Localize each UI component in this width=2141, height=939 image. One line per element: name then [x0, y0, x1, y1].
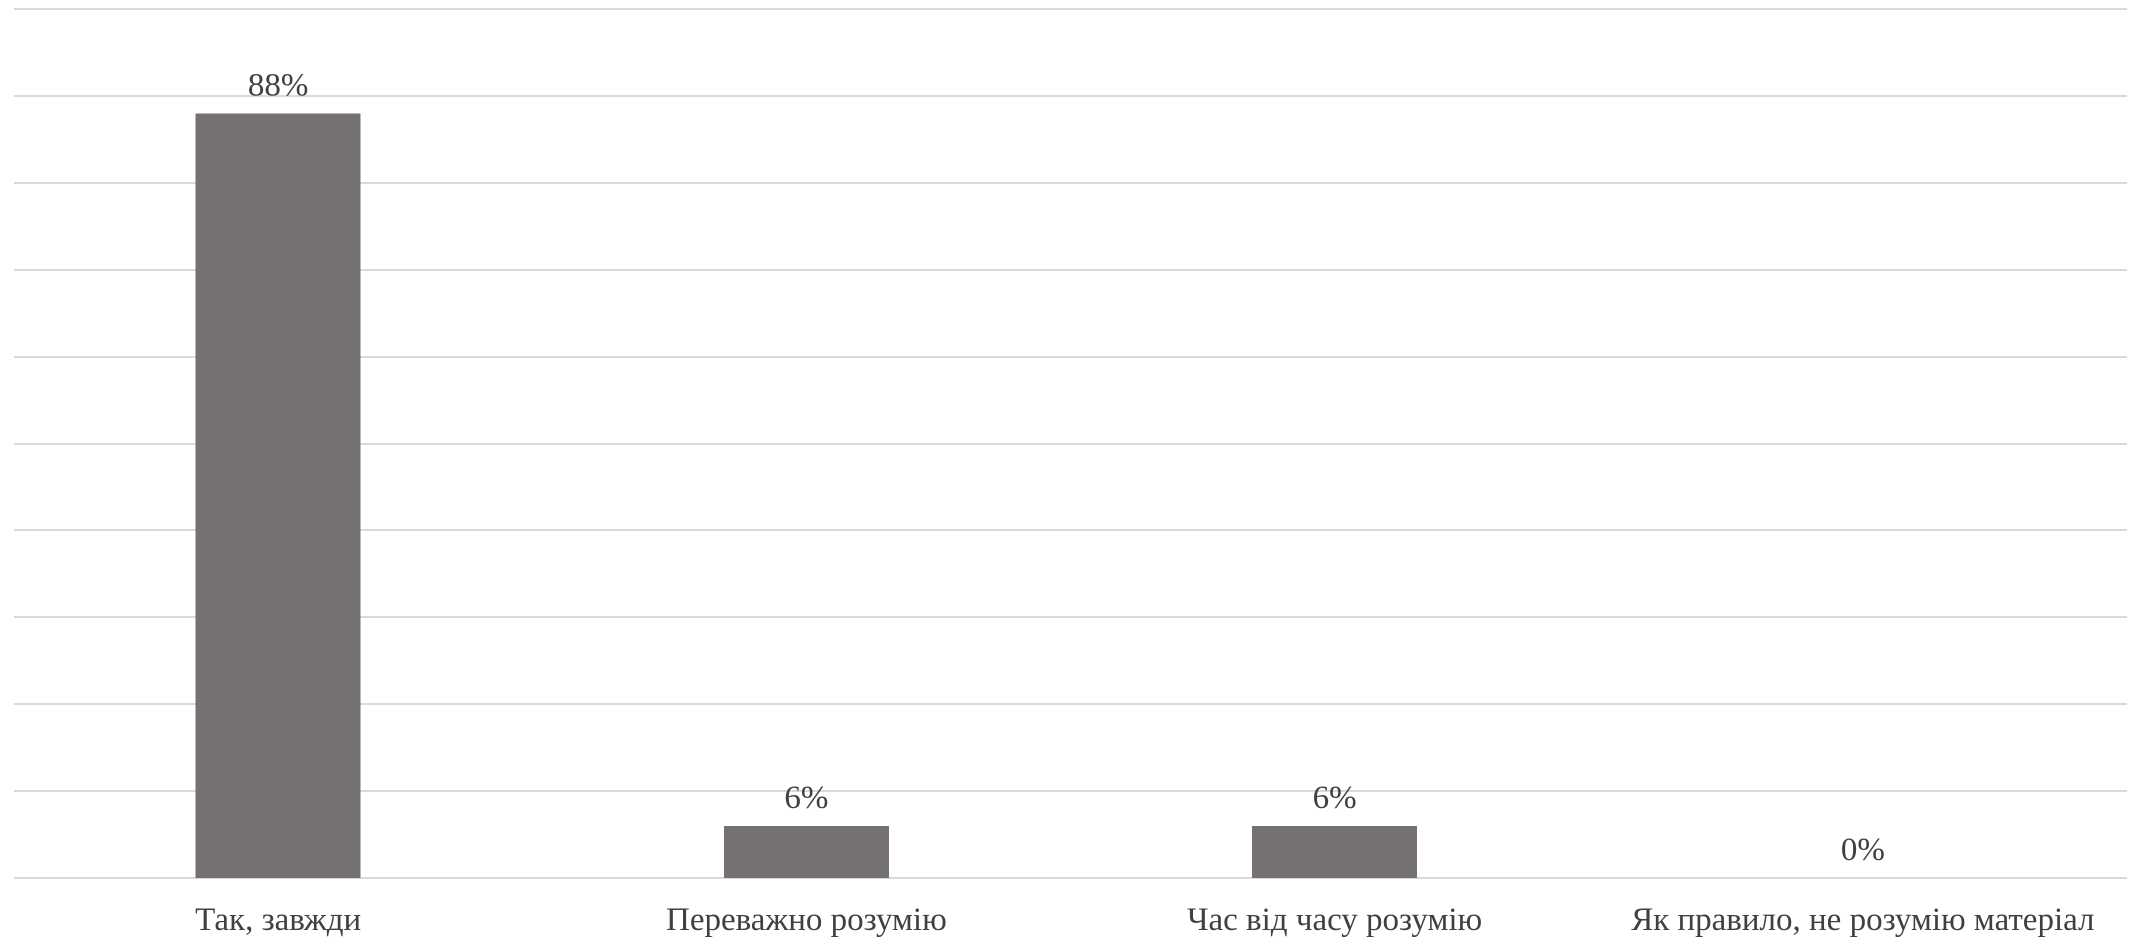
data-labels: 88% 6% 6% 0%: [248, 67, 1885, 868]
data-label: 0%: [1841, 832, 1885, 868]
bars: [195, 113, 1418, 878]
gridlines: [14, 8, 2127, 879]
bar: [723, 825, 889, 878]
data-label: 6%: [784, 780, 828, 816]
bar: [1252, 825, 1418, 878]
category-label: Переважно розумію: [666, 902, 947, 938]
bar: [195, 113, 361, 878]
category-labels: Так, завжди Переважно розумію Час від часу…: [195, 902, 2094, 938]
category-label: Так, завжди: [195, 902, 361, 938]
data-label: 88%: [248, 67, 309, 103]
category-label: Як правило, не розумію матеріал: [1631, 902, 2094, 938]
category-label: Час від часу розумію: [1187, 902, 1482, 938]
data-label: 6%: [1313, 780, 1357, 816]
